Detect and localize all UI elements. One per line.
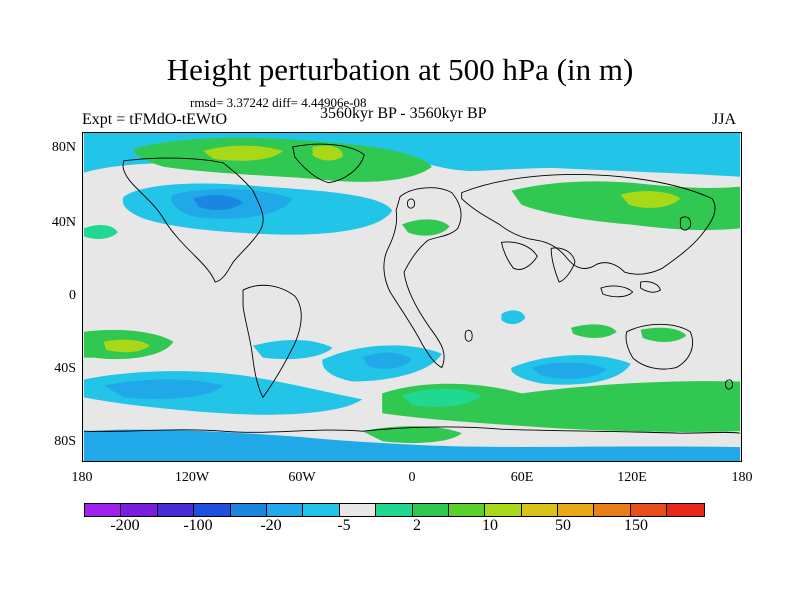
colorbar-swatch (485, 504, 522, 516)
stats-text: rmsd= 3.37242 diff= 4.44906e-08 (190, 95, 367, 110)
colorbar-swatch (121, 504, 158, 516)
lon-label-180w: 180 (71, 470, 93, 485)
colorbar-swatch (85, 504, 122, 516)
colorbar-swatch (667, 504, 704, 516)
colorbar-label: -5 (337, 517, 351, 534)
colorbar (84, 503, 705, 517)
contour-fills (84, 133, 740, 461)
contour-region (84, 429, 740, 461)
colorbar-label: 2 (413, 517, 421, 534)
colorbar-label: 150 (624, 517, 648, 534)
season-label: JJA (712, 111, 737, 128)
contour-region (103, 379, 224, 399)
colorbar-swatch (630, 504, 668, 516)
contour-region (620, 191, 681, 208)
colorbar-label: -200 (110, 517, 140, 534)
colorbar-swatch (303, 504, 340, 516)
colorbar-swatch (594, 504, 631, 516)
colorbar-swatch (194, 504, 231, 516)
contour-region (640, 327, 687, 343)
colorbar-label: -100 (183, 517, 213, 534)
contour-region (312, 145, 343, 161)
lon-label-60e: 60E (510, 470, 534, 485)
contour-region (511, 181, 740, 231)
lat-label-80n: 80N (51, 140, 76, 155)
contour-region (103, 339, 150, 353)
lat-label-80s: 80S (54, 434, 76, 449)
contour-region (203, 145, 283, 161)
period-label: 3560kyr BP - 3560kyr BP (320, 105, 487, 122)
colorbar-swatch (448, 504, 486, 516)
lon-label-120w: 120W (174, 470, 210, 485)
contour-region (402, 219, 450, 236)
colorbar-swatch (521, 504, 559, 516)
colorbar-swatch (412, 504, 449, 516)
page-title: Height perturbation at 500 hPa (in m) (166, 52, 634, 87)
lon-label-180e: 180 (731, 470, 753, 485)
contour-map (82, 132, 742, 462)
contour-region (362, 426, 462, 444)
lat-label-40s: 40S (54, 361, 76, 376)
contour-region (531, 362, 607, 379)
contour-region (133, 137, 432, 182)
colorbar-label: 50 (555, 517, 571, 534)
lat-label-40n: 40N (51, 215, 76, 230)
experiment-label: Expt = tFMdO-tEWtO (82, 111, 228, 128)
lon-label-120e: 120E (617, 470, 647, 485)
coastlines (83, 143, 741, 434)
contour-region (481, 133, 740, 177)
colorbar-label: -20 (260, 517, 282, 534)
colorbar-swatch (157, 504, 195, 516)
colorbar-label: 10 (482, 517, 498, 534)
colorbar-swatch (339, 504, 377, 516)
contour-region (84, 224, 118, 239)
map-svg (83, 133, 741, 461)
contour-region (193, 195, 244, 211)
lon-label-60w: 60W (288, 470, 316, 485)
colorbar-swatch (376, 504, 413, 516)
contour-region (501, 310, 526, 325)
contour-region (252, 339, 333, 360)
colorbar-swatch (558, 504, 595, 516)
colorbar-swatch (266, 504, 304, 516)
contour-region (571, 324, 617, 339)
lon-label-0: 0 (408, 470, 416, 485)
contour-region (362, 352, 412, 369)
contour-region (402, 388, 482, 407)
colorbar-swatch (230, 504, 267, 516)
lat-label-0: 0 (69, 288, 76, 303)
